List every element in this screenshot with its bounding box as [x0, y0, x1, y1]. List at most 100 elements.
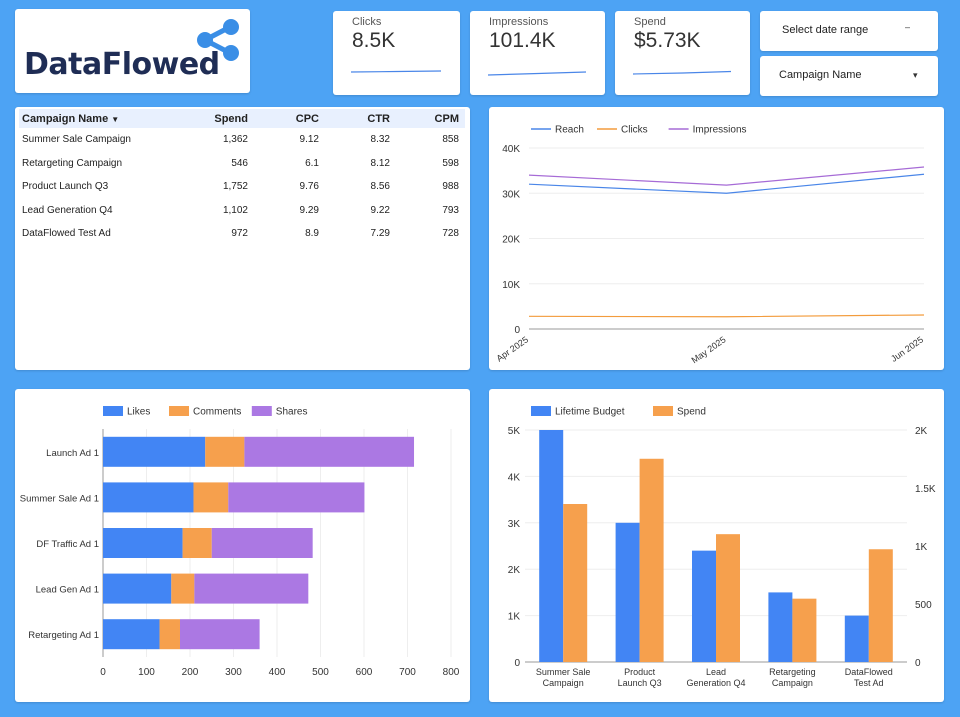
- x-tick-label: 500: [312, 667, 329, 678]
- bar-likes: [103, 619, 160, 650]
- x-tick-label: 700: [399, 667, 416, 678]
- y-tick-label: 40K: [502, 144, 520, 155]
- y-left-tick-label: 3K: [508, 519, 521, 530]
- y-right-tick-label: 1.5K: [915, 484, 936, 495]
- cell-spend: 1,102: [222, 204, 248, 216]
- cell-cpm: 728: [442, 228, 459, 240]
- legend-label: Reach: [555, 125, 584, 136]
- x-tick-label: Apr 2025: [494, 334, 530, 363]
- cell-spend: 972: [231, 228, 248, 240]
- cell-ctr: 8.12: [370, 157, 390, 169]
- y-right-tick-label: 0: [915, 658, 921, 669]
- legend-swatch: [251, 406, 272, 416]
- legend-swatch: [653, 406, 673, 416]
- y-right-tick-label: 500: [915, 600, 932, 611]
- bar-spend: [639, 458, 664, 662]
- table-row[interactable]: Product Launch Q3 1,752 9.76 8.56 988: [19, 175, 465, 199]
- bar-shares: [179, 619, 260, 650]
- logo-text: DataFlowed: [24, 47, 220, 82]
- y-tick-label: DF Traffic Ad 1: [36, 539, 99, 550]
- x-tick-label: Generation Q4: [686, 678, 745, 688]
- cell-cpm: 598: [442, 157, 459, 169]
- cell-cpc: 9.29: [299, 204, 319, 216]
- legend-label: Clicks: [621, 125, 648, 136]
- series-line-reach: [528, 173, 925, 194]
- x-tick-label: 100: [138, 667, 155, 678]
- cell-cpc: 6.1: [305, 157, 319, 169]
- cell-campaign: Summer Sale Campaign: [22, 134, 131, 146]
- y-left-tick-label: 0: [514, 658, 520, 669]
- y-tick-label: Launch Ad 1: [46, 448, 99, 459]
- date-range-control[interactable]: Select date range –: [760, 11, 938, 51]
- bar-likes: [103, 528, 183, 558]
- kpi-value: 101.4K: [489, 29, 556, 52]
- campaign-name-control[interactable]: Campaign Name ▾: [760, 56, 938, 96]
- campaign-table-card: Campaign Name ▼ Spend CPC CTR CPM Summer…: [15, 107, 470, 370]
- kpi-impressions[interactable]: Impressions 101.4K: [470, 11, 605, 95]
- col-header-cpc[interactable]: CPC: [254, 109, 325, 128]
- col-header-spend[interactable]: Spend: [179, 109, 254, 128]
- x-tick-label: 400: [269, 667, 286, 678]
- y-tick-label: 30K: [502, 189, 520, 200]
- table-row[interactable]: DataFlowed Test Ad 972 8.9 7.29 728: [19, 222, 465, 246]
- cell-cpm: 988: [442, 181, 459, 193]
- table-row[interactable]: Lead Generation Q4 1,102 9.29 9.22 793: [19, 199, 465, 223]
- bar-likes: [103, 482, 194, 513]
- x-tick-label: Lead: [706, 667, 726, 677]
- legend-label: Comments: [193, 407, 241, 418]
- share-icon: [197, 19, 239, 61]
- legend-label: Impressions: [693, 125, 747, 136]
- engagement-bar-chart[interactable]: 0 100 200 300 400 500 600 700 800 Launch Ad 1 Summ…: [15, 389, 470, 702]
- x-tick-label: Summer Sale: [536, 667, 591, 677]
- bar-comments: [193, 482, 229, 513]
- cell-spend: 1,752: [222, 181, 248, 193]
- line-chart[interactable]: 0 10K 20K 30K 40K Apr 2025 May 2025 Jun 2025 Rea…: [489, 107, 944, 370]
- x-tick-label: 600: [356, 667, 373, 678]
- y-tick-label: Summer Sale Ad 1: [20, 493, 99, 504]
- col-header-ctr[interactable]: CTR: [325, 109, 396, 128]
- col-header-cpm[interactable]: CPM: [396, 109, 465, 128]
- cell-cpc: 9.76: [299, 181, 319, 193]
- x-tick-label: Campaign: [543, 678, 584, 688]
- cell-ctr: 8.56: [370, 181, 390, 193]
- y-tick-label: 20K: [502, 235, 520, 246]
- table-row[interactable]: Retargeting Campaign 546 6.1 8.12 598: [19, 152, 465, 176]
- bar-shares: [244, 436, 415, 467]
- sort-down-icon: ▾: [913, 70, 918, 80]
- kpi-spend[interactable]: Spend $5.73K: [615, 11, 750, 95]
- x-tick-label: 300: [225, 667, 242, 678]
- cell-cpm: 793: [442, 204, 459, 216]
- bar-comments: [182, 528, 212, 558]
- bar-likes: [103, 436, 206, 467]
- kpi-sparkline: [488, 71, 587, 76]
- legend-label: Lifetime Budget: [555, 407, 625, 418]
- y-left-tick-label: 4K: [508, 472, 521, 483]
- y-left-tick-label: 2K: [508, 565, 521, 576]
- legend-label: Spend: [677, 407, 706, 418]
- cell-campaign: Product Launch Q3: [22, 181, 109, 193]
- legend-label: Likes: [127, 407, 150, 418]
- table-row[interactable]: Summer Sale Campaign 1,362 9.12 8.32 858: [19, 128, 465, 152]
- y-left-tick-label: 1K: [508, 612, 521, 623]
- legend-swatch: [531, 406, 551, 416]
- series-line-clicks: [528, 314, 925, 318]
- bar-shares: [211, 528, 313, 558]
- bar-shares: [228, 482, 365, 513]
- x-tick-label: Product: [624, 667, 656, 677]
- y-right-tick-label: 2K: [915, 426, 928, 437]
- kpi-sparkline: [633, 70, 732, 75]
- line-chart-card: 0 10K 20K 30K 40K Apr 2025 May 2025 Jun 2025 Rea…: [489, 107, 944, 370]
- legend-swatch: [103, 406, 123, 416]
- kpi-clicks[interactable]: Clicks 8.5K: [333, 11, 460, 95]
- engagement-bar-chart-card: 0 100 200 300 400 500 600 700 800 Launch Ad 1 Summ…: [15, 389, 470, 702]
- kpi-label: Clicks: [352, 16, 382, 28]
- col-header-campaign-name[interactable]: Campaign Name ▼: [19, 109, 179, 128]
- sort-down-icon: ▼: [111, 114, 120, 124]
- bar-shares: [194, 573, 309, 604]
- bar-comments: [205, 436, 245, 467]
- budget-spend-chart-card: 0 1K 2K 3K 4K 5K 0 500 1K 1.5K 2K Summer Sale Campai…: [489, 389, 944, 702]
- cell-cpm: 858: [442, 134, 459, 146]
- cell-ctr: 7.29: [370, 228, 390, 240]
- chevron-down-icon: –: [905, 22, 911, 32]
